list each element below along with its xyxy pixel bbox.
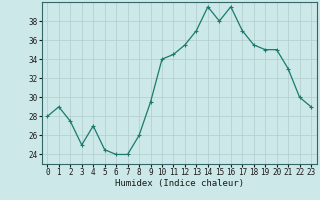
X-axis label: Humidex (Indice chaleur): Humidex (Indice chaleur) xyxy=(115,179,244,188)
